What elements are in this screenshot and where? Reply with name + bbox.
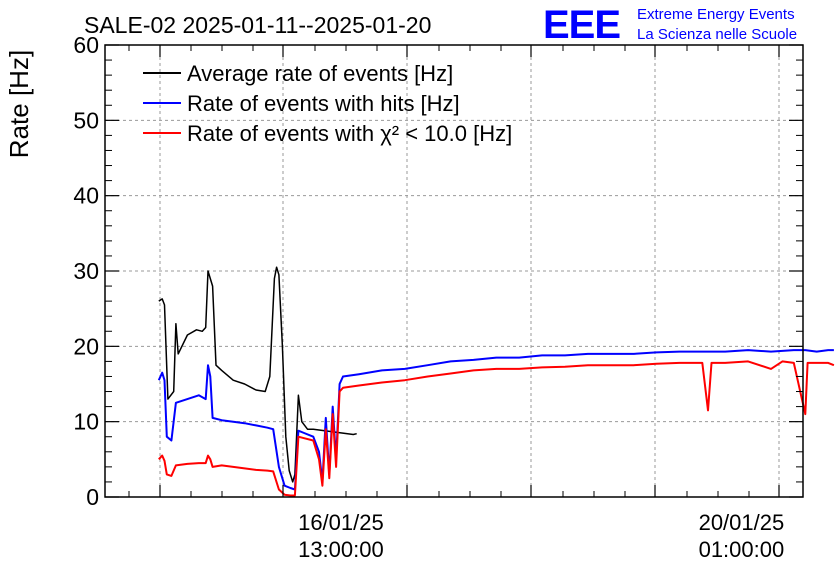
x-tick-label-time: 13:00:00 — [298, 537, 384, 562]
grid — [105, 45, 803, 497]
x-tick-label-time: 01:00:00 — [699, 537, 785, 562]
series-line-1 — [157, 349, 834, 491]
y-tick-label: 20 — [73, 333, 99, 359]
series-layer — [157, 266, 835, 497]
y-tick-label: 10 — [73, 409, 99, 435]
series-line-2 — [158, 360, 835, 497]
y-tick-label: 30 — [73, 258, 99, 284]
eee-logo: EEE Extreme Energy Events La Scienza nel… — [543, 3, 797, 47]
eee-logo-text: EEE — [543, 3, 620, 47]
series-line-0 — [158, 266, 357, 483]
y-tick-label: 0 — [86, 484, 99, 510]
legend-label-0: Average rate of events [Hz] — [187, 61, 453, 86]
legend: Average rate of events [Hz] Rate of event… — [143, 61, 512, 146]
brand-line-1: Extreme Energy Events — [637, 6, 795, 23]
chart-title: SALE-02 2025-01-11--2025-01-20 — [84, 12, 431, 38]
y-axis-label: Rate [Hz] — [4, 50, 34, 158]
x-tick-label-date: 16/01/25 — [298, 510, 384, 535]
y-tick-label: 60 — [73, 32, 99, 58]
brand-line-2: La Scienza nelle Scuole — [637, 26, 797, 43]
y-tick-label: 50 — [73, 107, 99, 133]
legend-label-2: Rate of events with χ² < 10.0 [Hz] — [187, 121, 512, 146]
legend-label-1: Rate of events with hits [Hz] — [187, 91, 460, 116]
x-tick-label-date: 20/01/25 — [699, 510, 785, 535]
y-tick-label: 40 — [73, 183, 99, 209]
